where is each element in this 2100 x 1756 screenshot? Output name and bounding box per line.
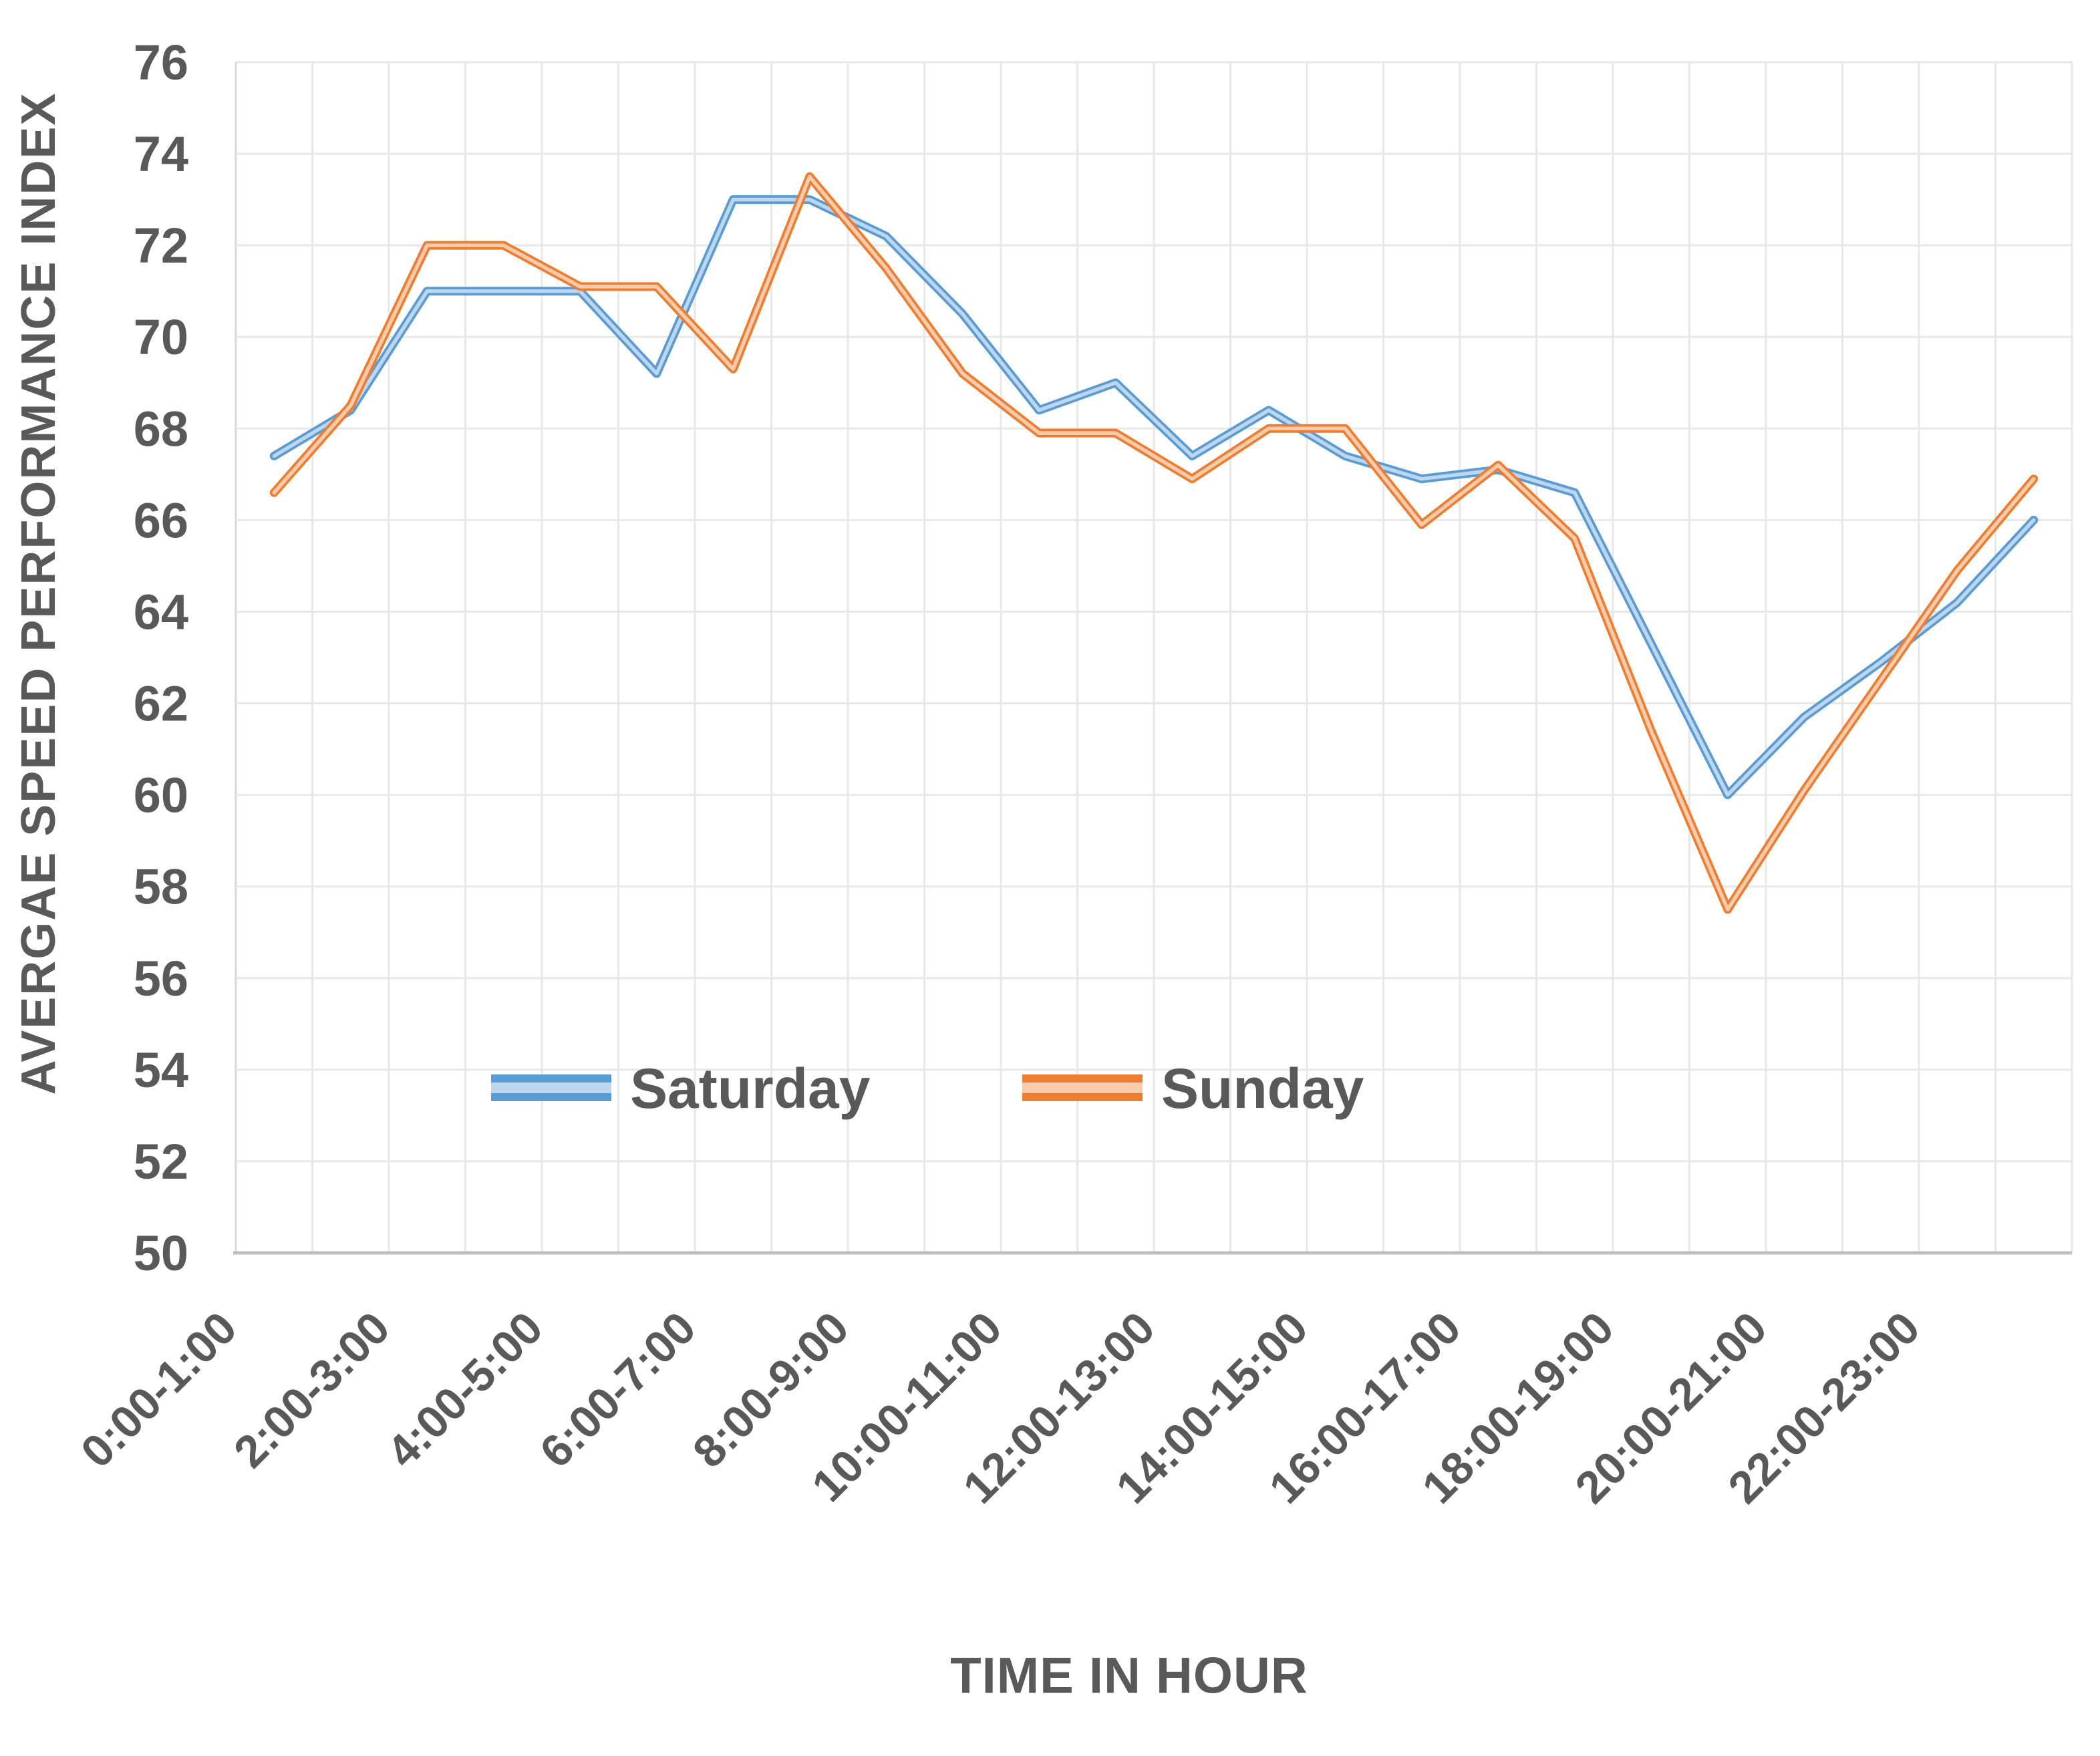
sunday-line [269, 172, 2039, 914]
y-tick-label: 64 [134, 584, 188, 639]
gridlines [235, 61, 2073, 1253]
y-tick-label: 52 [134, 1134, 188, 1189]
y-axis-title: AVERGAE SPEED PERFORMANCE INDEX [12, 92, 65, 1095]
y-tick-label: 62 [134, 676, 188, 732]
legend: Saturday Sunday [491, 1057, 1364, 1120]
legend-item-sunday: Sunday [1022, 1057, 1364, 1120]
legend-label: Sunday [1161, 1057, 1364, 1120]
y-tick-label: 70 [134, 309, 188, 365]
x-axis-title: TIME IN HOUR [950, 1647, 1308, 1705]
y-tick-label: 56 [134, 951, 188, 1006]
y-tick-label: 74 [134, 126, 188, 182]
x-axis-labels: 0:00-1:002:00-3:004:00-5:006:00-7:008:00… [71, 1302, 1930, 1513]
saturday-line-inner [272, 197, 2036, 797]
saturday-line [269, 195, 2039, 800]
y-tick-label: 58 [134, 859, 188, 915]
y-tick-label: 72 [134, 218, 188, 273]
y-tick-label: 54 [134, 1042, 188, 1098]
x-tick-label: 6:00-7:00 [531, 1302, 706, 1477]
y-tick-label: 66 [134, 492, 188, 548]
y-axis-labels: 50 52 54 56 58 60 62 64 66 68 70 72 74 76 [134, 35, 188, 1281]
y-tick-label: 68 [134, 401, 188, 456]
legend-item-saturday: Saturday [491, 1057, 871, 1120]
x-tick-label: 0:00-1:00 [71, 1302, 247, 1477]
sunday-line-inner [272, 174, 2036, 911]
x-tick-label: 2:00-3:00 [224, 1302, 400, 1477]
x-tick-label: 4:00-5:00 [378, 1302, 553, 1477]
legend-label: Saturday [630, 1057, 871, 1120]
y-tick-label: 60 [134, 768, 188, 823]
y-tick-label: 76 [134, 35, 188, 90]
y-tick-label: 50 [134, 1225, 188, 1281]
